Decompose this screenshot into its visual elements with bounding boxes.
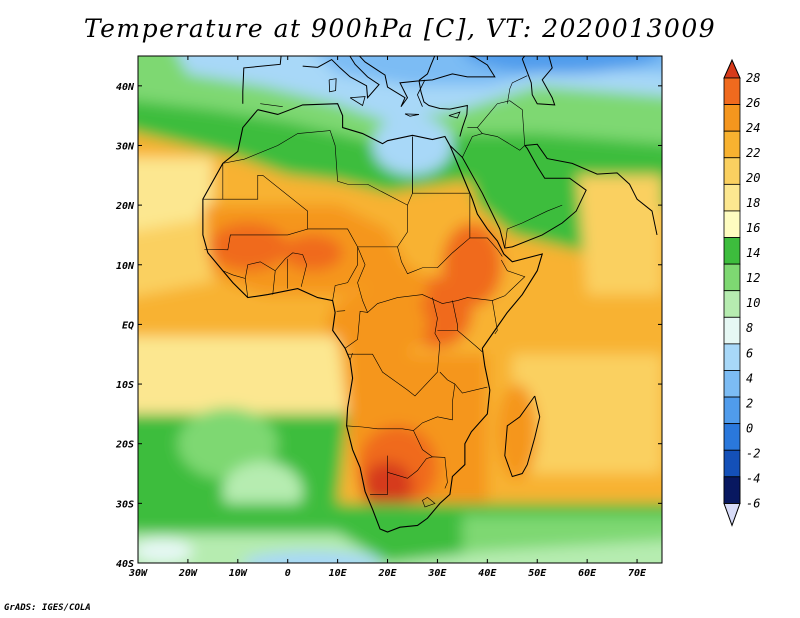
temperature-field (138, 56, 662, 563)
colorbar-swatch (723, 343, 741, 371)
colorbar-swatch (723, 130, 741, 159)
colorbar-swatch (723, 104, 741, 132)
colorbar-label: 24 (746, 121, 760, 135)
colorbar-label: -6 (746, 496, 760, 510)
colorbar-label: 10 (746, 296, 760, 310)
lon-tick-label: 10E (329, 568, 348, 579)
lat-tick-label: 30S (115, 499, 134, 510)
colorbar-swatch (723, 370, 741, 398)
lon-tick-label: 30E (427, 568, 447, 579)
lat-tick-label: 10N (116, 261, 135, 272)
colorbar-label: 0 (746, 421, 753, 435)
lon-tick-label: 10W (229, 568, 248, 579)
lat-tick-label: 30N (115, 141, 135, 152)
colorbar-label: 14 (746, 246, 760, 260)
colorbar-label: -4 (746, 471, 760, 485)
colorbar-swatch (723, 263, 741, 292)
colorbar-label: 16 (746, 221, 760, 235)
colorbar-swatch (723, 423, 741, 451)
colorbar-label: 28 (746, 71, 760, 85)
colorbar-swatch (723, 290, 741, 318)
lat-tick-label: 40N (116, 82, 135, 93)
axis-ticks: 30W 20W 10W 0 10E 20E 30E 40E 50E 60E 70E 40S 30S 20S… (115, 56, 662, 579)
colorbar-swatch (723, 476, 741, 504)
colorbar-label: 18 (746, 196, 760, 210)
colorbar-swatch (723, 449, 741, 478)
lon-tick-label: 0 (285, 568, 291, 579)
colorbar-label: 12 (746, 271, 760, 285)
lon-tick-label: 50E (528, 568, 547, 579)
colorbar-swatch (723, 316, 741, 345)
lon-tick-label: 20W (178, 568, 198, 579)
colorbar-label: 2 (746, 396, 753, 410)
colorbar-label: 20 (746, 171, 760, 185)
lat-tick-label: EQ (122, 320, 134, 331)
colorbar-bottom-arrow (723, 502, 741, 527)
colorbar-swatch (723, 183, 741, 212)
lon-tick-label: 30W (128, 568, 148, 579)
colorbar-label: 8 (746, 321, 753, 335)
colorbar-label: 6 (746, 346, 753, 360)
lat-tick-label: 40S (116, 559, 134, 570)
lat-tick-label: 20N (115, 201, 135, 212)
colorbar-swatch (723, 77, 741, 105)
colorbar-label: 26 (746, 96, 760, 110)
colorbar-label: 4 (746, 371, 753, 385)
lon-tick-label: 40E (478, 568, 497, 579)
lat-tick-label: 20S (115, 440, 134, 451)
colorbar-swatch (723, 157, 741, 185)
plot-frame (137, 55, 663, 564)
colorbar-label: -2 (746, 446, 760, 460)
colorbar-swatch (723, 396, 741, 425)
colorbar-swatch (723, 237, 741, 265)
lon-tick-label: 60E (578, 568, 597, 579)
grads-credit: GrADS: IGES/COLA (4, 603, 91, 613)
colorbar-swatch (723, 210, 741, 238)
chart-title: Temperature at 900hPa [C], VT: 202001300… (83, 14, 717, 43)
coastlines (202, 56, 658, 533)
colorbar-top-arrow (723, 58, 741, 79)
lon-tick-label: 70E (628, 568, 647, 579)
colorbar-label: 22 (746, 146, 760, 160)
lon-tick-label: 20E (377, 568, 397, 579)
lat-tick-label: 10S (116, 380, 134, 391)
